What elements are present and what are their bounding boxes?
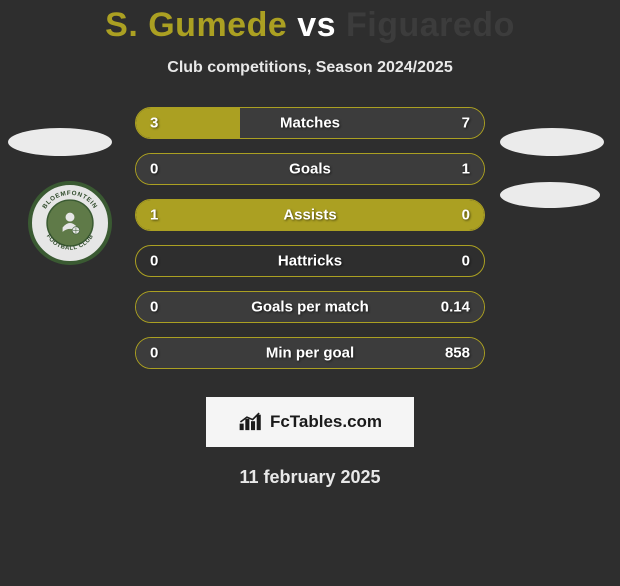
stat-value-left: 0	[150, 253, 158, 270]
stat-row: 0 Goals 1	[135, 153, 485, 185]
stat-row: 0 Min per goal 858	[135, 337, 485, 369]
stat-row: 1 Assists 0	[135, 199, 485, 231]
stat-label: Goals	[289, 161, 331, 178]
stat-row: 0 Hattricks 0	[135, 245, 485, 277]
chart-icon	[238, 412, 264, 432]
stat-value-right: 0	[462, 207, 470, 224]
avatar-placeholder-right-2	[500, 182, 600, 208]
stat-value-right: 7	[462, 115, 470, 132]
stat-label: Hattricks	[278, 253, 342, 270]
stat-value-right: 1	[462, 161, 470, 178]
stat-value-right: 858	[445, 345, 470, 362]
subtitle: Club competitions, Season 2024/2025	[0, 59, 620, 77]
stat-label: Min per goal	[266, 345, 354, 362]
stat-bars: 3 Matches 7 0 Goals 1 1 Assists 0 0 Hattricks 0 0 Goa…	[135, 107, 485, 383]
page-title: S. Gumede vs Figuaredo	[0, 6, 620, 45]
stat-value-left: 0	[150, 299, 158, 316]
snapshot-date: 11 february 2025	[0, 467, 620, 488]
stat-row: 0 Goals per match 0.14	[135, 291, 485, 323]
vs-label: vs	[297, 6, 336, 44]
avatar-placeholder-right	[500, 128, 604, 156]
branding-banner: FcTables.com	[206, 397, 414, 447]
stat-value-right: 0.14	[441, 299, 470, 316]
stat-fill-right	[240, 108, 484, 138]
branding-text: FcTables.com	[270, 412, 382, 432]
avatar-placeholder-left	[8, 128, 112, 156]
stat-value-left: 1	[150, 207, 158, 224]
stat-label: Assists	[283, 207, 336, 224]
stat-value-left: 3	[150, 115, 158, 132]
stat-row: 3 Matches 7	[135, 107, 485, 139]
club-badge-icon: BLOEMFONTEIN FOOTBALL CLUB	[33, 186, 107, 260]
stat-label: Matches	[280, 115, 340, 132]
stat-value-right: 0	[462, 253, 470, 270]
stat-value-left: 0	[150, 161, 158, 178]
stat-value-left: 0	[150, 345, 158, 362]
club-badge-left: BLOEMFONTEIN FOOTBALL CLUB	[28, 181, 112, 265]
player-right-name: Figuaredo	[346, 6, 515, 44]
stat-label: Goals per match	[251, 299, 369, 316]
player-left-name: S. Gumede	[105, 6, 287, 44]
